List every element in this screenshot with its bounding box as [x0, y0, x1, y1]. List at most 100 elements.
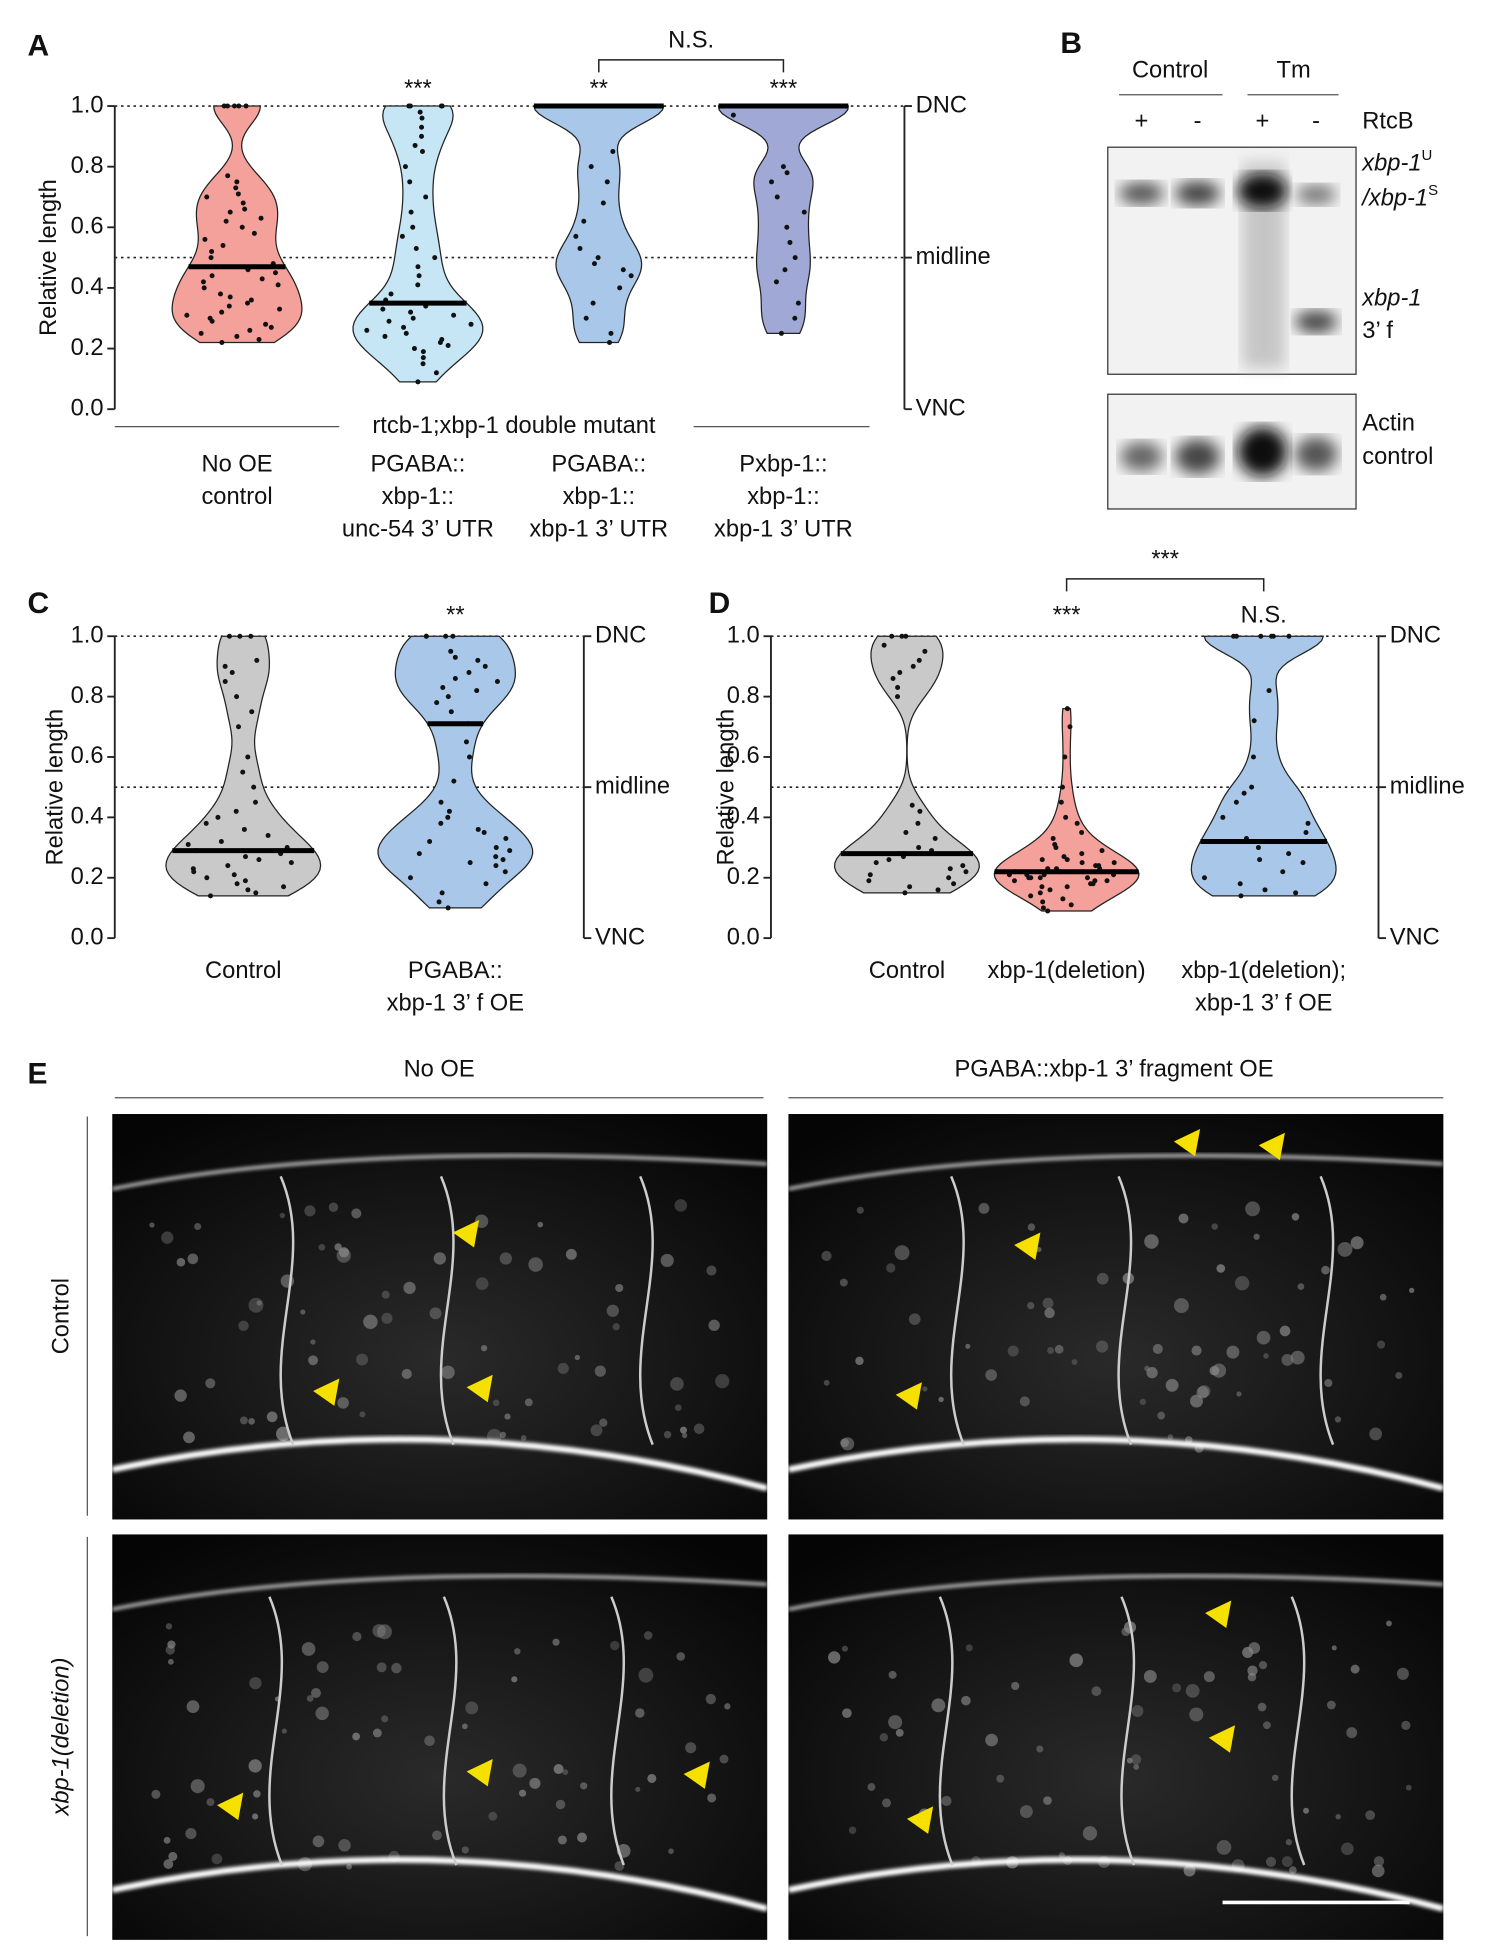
nerve-cord	[787, 1856, 1445, 1912]
cell-body	[938, 1396, 944, 1403]
data-point	[420, 349, 426, 355]
cell-body	[594, 1365, 606, 1377]
cell-body	[660, 1253, 674, 1268]
data-point	[281, 884, 287, 890]
cell-body	[1395, 1371, 1403, 1380]
band	[1294, 436, 1338, 472]
data-point	[1241, 790, 1247, 796]
data-point	[225, 173, 231, 179]
data-point	[234, 694, 240, 700]
y-axis-label: Relative length	[36, 179, 62, 336]
commissure	[938, 1596, 954, 1866]
band-label: Actin	[1362, 410, 1415, 436]
arrowhead	[1014, 1232, 1041, 1260]
cell-body	[151, 1789, 161, 1799]
band	[1237, 173, 1288, 209]
cell-body	[1350, 1664, 1360, 1674]
cell-body	[685, 1742, 697, 1754]
data-point	[1045, 908, 1051, 914]
data-point	[220, 242, 226, 248]
cell-body	[823, 1379, 830, 1386]
data-point	[417, 109, 423, 115]
data-point	[604, 179, 610, 185]
data-point	[1237, 881, 1243, 887]
commissure	[268, 1596, 284, 1866]
cell-body	[1096, 1340, 1109, 1353]
data-point	[277, 306, 283, 312]
data-point	[451, 312, 457, 318]
data-point	[573, 233, 579, 239]
nerve-cord	[787, 1436, 1445, 1492]
data-point	[881, 642, 887, 648]
data-point	[1028, 893, 1034, 899]
cell-body	[276, 1426, 291, 1442]
cell-body	[1379, 1293, 1387, 1301]
cell-body	[1253, 1233, 1260, 1240]
data-point	[268, 324, 274, 330]
data-point	[590, 300, 596, 306]
cell-body	[300, 1309, 306, 1315]
data-point	[1286, 633, 1292, 639]
cell-body	[1265, 1856, 1277, 1867]
data-point	[1303, 829, 1309, 835]
commissure	[439, 1175, 455, 1446]
blot-lower	[1107, 393, 1357, 510]
data-point	[1201, 875, 1207, 881]
cell-body	[352, 1732, 361, 1741]
cell-body	[1198, 1385, 1211, 1398]
data-point	[219, 309, 225, 315]
cell-body	[828, 1651, 841, 1664]
y2-tick-label: midline	[916, 244, 991, 270]
data-point	[500, 857, 506, 863]
cell-body	[1256, 1330, 1271, 1345]
cell-body	[1165, 1378, 1179, 1392]
column-label: No OE	[404, 1057, 475, 1083]
data-point	[600, 200, 606, 206]
data-point	[902, 890, 908, 896]
data-point	[448, 648, 454, 654]
cell-body	[328, 1202, 339, 1213]
band	[1175, 180, 1221, 206]
cell-body	[186, 1700, 200, 1714]
data-point	[903, 829, 909, 835]
rtcb-sign: +	[1135, 109, 1149, 135]
cell-body	[1281, 1856, 1293, 1867]
data-point	[402, 164, 408, 170]
data-point	[256, 336, 262, 342]
band-label: 3’ f	[1362, 318, 1393, 344]
cell-body	[1371, 1864, 1385, 1878]
cell-body	[248, 1418, 255, 1425]
cell-body	[707, 1793, 717, 1803]
data-point	[243, 854, 248, 860]
cell-body	[1071, 1359, 1078, 1365]
cell-body	[403, 1281, 416, 1295]
band	[1119, 182, 1164, 205]
data-point	[364, 327, 370, 333]
data-point	[606, 339, 612, 345]
cell-body	[306, 1695, 314, 1702]
data-point	[792, 315, 798, 321]
data-point	[1068, 902, 1074, 908]
data-point	[427, 839, 433, 845]
significance: N.S.	[1241, 603, 1287, 629]
cell-body	[706, 1265, 717, 1276]
cell-body	[256, 1300, 262, 1306]
significance: **	[446, 603, 464, 629]
cell-body	[1324, 1378, 1333, 1388]
data-point	[1099, 848, 1105, 854]
cell-body	[1271, 1774, 1279, 1782]
data-point	[915, 820, 921, 826]
data-point	[253, 890, 259, 896]
data-point	[416, 273, 422, 279]
nerve-cord	[111, 1856, 769, 1912]
data-point	[452, 654, 458, 660]
data-point	[241, 826, 247, 832]
data-point	[493, 863, 499, 869]
data-point	[1037, 890, 1043, 896]
nerve-cord	[111, 1574, 768, 1612]
cell-body	[281, 1728, 287, 1734]
cell-body	[647, 1773, 657, 1783]
data-point	[895, 694, 901, 700]
cell-body	[312, 1835, 325, 1848]
